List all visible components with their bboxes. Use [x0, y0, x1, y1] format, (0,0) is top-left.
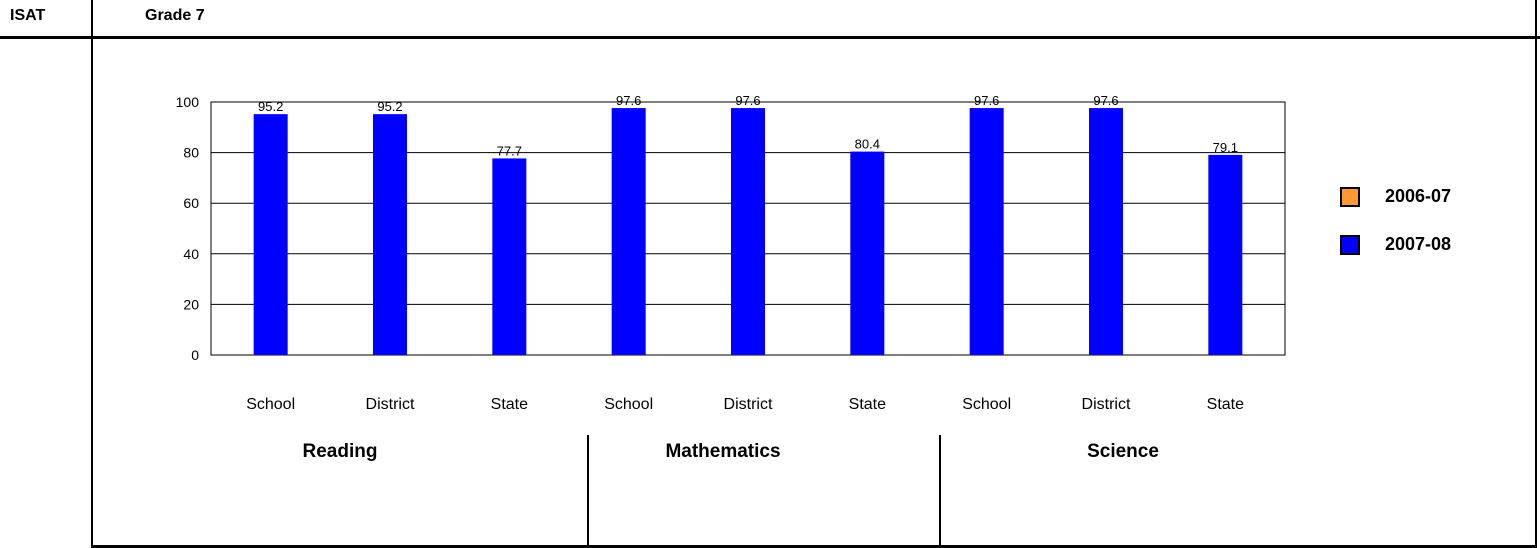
x-tick-label: District: [366, 396, 415, 413]
group-label-science: Science: [1087, 441, 1159, 462]
x-tick-label: District: [724, 396, 773, 413]
bar: [850, 151, 885, 355]
x-tick-label: School: [962, 396, 1011, 413]
group-label-mathematics: Mathematics: [665, 441, 781, 462]
bottom-frame-border: [91, 545, 1537, 548]
bar: [253, 114, 288, 355]
left-frame-border: [91, 0, 93, 548]
bar: [731, 108, 765, 356]
legend-swatch-2007-08: [1340, 234, 1360, 255]
x-tick-label: District: [1082, 396, 1131, 413]
legend-item-2006-07: 2006-07: [1340, 186, 1451, 207]
bar: [492, 158, 527, 355]
test-name: ISAT: [10, 7, 46, 24]
x-tick-label: State: [491, 396, 528, 413]
group-label-reading: Reading: [302, 441, 378, 462]
data-label: 97.6: [735, 93, 760, 108]
header-divider: [0, 36, 1540, 39]
data-label: 77.7: [497, 143, 522, 158]
bar: [1208, 154, 1243, 355]
legend-label: 2007-08: [1385, 234, 1452, 254]
group-divider-2: [939, 435, 941, 548]
legend-swatch-2006-07: [1340, 186, 1360, 207]
data-label: 95.2: [258, 99, 283, 114]
y-tick-label: 0: [191, 347, 199, 363]
legend-label: 2006-07: [1385, 186, 1452, 206]
x-tick-label: School: [246, 396, 295, 413]
bar: [969, 108, 1004, 356]
y-tick-label: 20: [183, 296, 199, 312]
x-tick-label: State: [1207, 396, 1244, 413]
bar: [1089, 108, 1123, 356]
data-label: 97.6: [616, 93, 641, 108]
x-tick-label: State: [849, 396, 886, 413]
group-divider-1: [587, 435, 589, 548]
right-frame-border: [1535, 0, 1537, 548]
grade-label: Grade 7: [145, 7, 205, 24]
y-tick-label: 80: [183, 145, 199, 161]
y-tick-label: 60: [183, 195, 199, 211]
data-label: 97.6: [974, 93, 999, 108]
data-label: 79.1: [1213, 140, 1238, 155]
bar: [373, 114, 407, 355]
x-tick-label: School: [604, 396, 653, 413]
y-tick-label: 100: [176, 94, 200, 110]
data-label: 97.6: [1093, 93, 1118, 108]
bar: [611, 108, 646, 356]
data-label: 80.4: [855, 137, 880, 152]
data-label: 95.2: [377, 99, 402, 114]
y-tick-label: 40: [183, 246, 199, 262]
legend-item-2007-08: 2007-08: [1340, 234, 1451, 255]
